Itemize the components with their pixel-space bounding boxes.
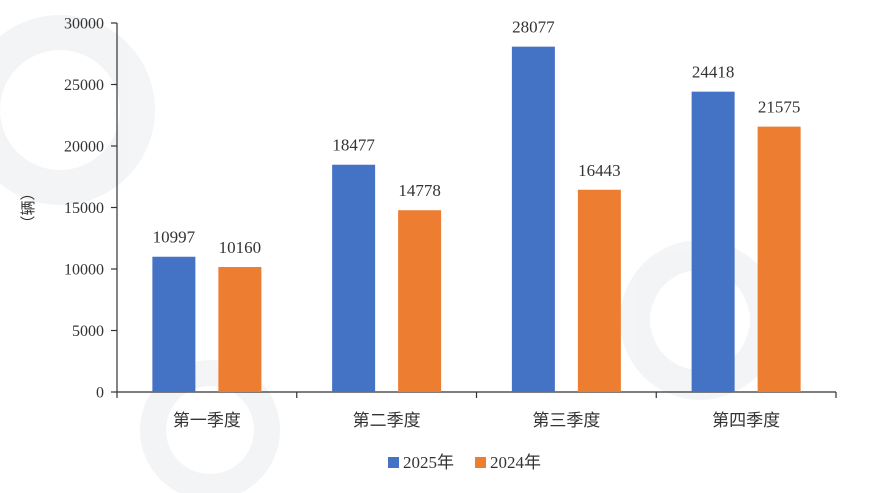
x-axis: 第一季度 第二季度 第三季度 第四季度: [116, 391, 837, 431]
y-axis: 0 5000 10000 15000 20000 25000 30000: [64, 16, 118, 402]
bar-series-1: [332, 164, 376, 392]
y-ticks: 0 5000 10000 15000 20000 25000 30000: [64, 16, 117, 402]
bars: [152, 46, 801, 393]
data-label: 21575: [758, 98, 801, 117]
bar-series-1: [152, 256, 196, 392]
bar-series-2: [398, 210, 442, 392]
y-tick-label: 25000: [64, 77, 104, 94]
data-label: 14778: [398, 181, 441, 200]
y-tick-label: 0: [96, 385, 104, 402]
data-label: 10160: [219, 238, 262, 257]
legend-label: 2025年: [403, 453, 454, 472]
x-tick-label: 第四季度: [712, 411, 780, 431]
x-tick-label: 第一季度: [173, 411, 241, 431]
legend-swatch: [388, 457, 399, 468]
legend: 2025年 2024年: [388, 453, 541, 472]
bar-series-2: [577, 189, 621, 392]
data-label: 18477: [332, 136, 375, 155]
y-tick-label: 10000: [64, 262, 104, 279]
legend-label: 2024年: [490, 453, 541, 472]
legend-swatch: [475, 457, 486, 468]
y-axis-label: （辆）: [19, 185, 37, 230]
data-labels: 10997 18477 28077 24418 10160 14778 16443 21575: [153, 18, 801, 257]
y-tick-label: 5000: [72, 323, 104, 340]
y-tick-label: 30000: [64, 16, 104, 33]
bar-series-1: [691, 91, 735, 392]
bar-series-2: [218, 267, 262, 392]
y-tick-label: 20000: [64, 139, 104, 156]
y-tick-label: 15000: [64, 200, 104, 217]
x-ticks: 第一季度 第二季度 第三季度 第四季度: [116, 392, 837, 431]
x-tick-label: 第二季度: [353, 411, 421, 431]
x-tick-label: 第三季度: [532, 411, 600, 431]
data-label: 10997: [153, 228, 196, 247]
data-label: 16443: [578, 161, 621, 180]
data-label: 24418: [692, 63, 735, 82]
data-label: 28077: [512, 18, 555, 37]
bar-series-2: [757, 126, 801, 392]
bar-series-1: [511, 46, 555, 393]
